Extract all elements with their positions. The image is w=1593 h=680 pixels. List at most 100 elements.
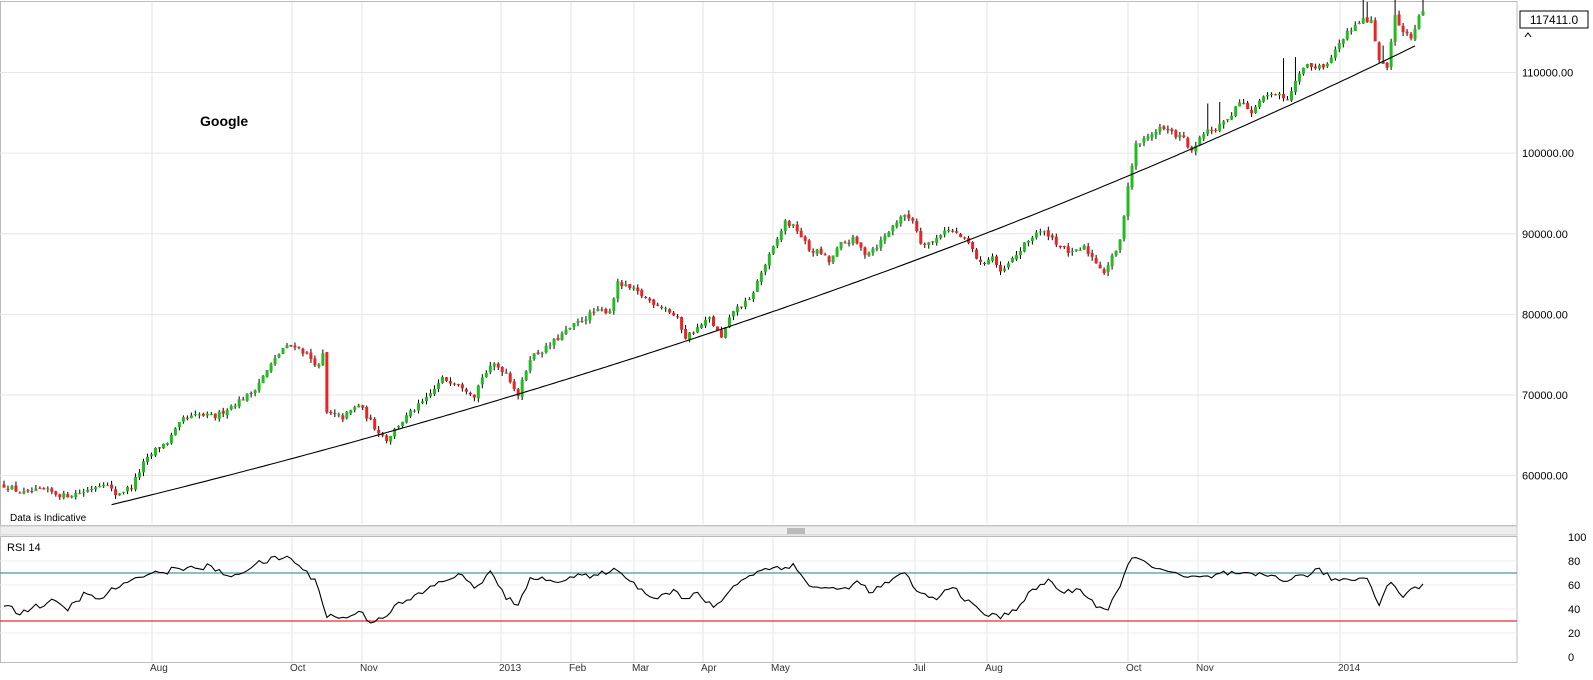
candle-up <box>835 248 839 257</box>
candle-up <box>253 390 257 393</box>
candle-up <box>899 216 903 224</box>
candle-down <box>500 366 504 373</box>
candle-down <box>18 492 22 494</box>
candle-up <box>775 238 779 246</box>
candle-down <box>915 221 919 232</box>
candle-down <box>1321 64 1325 68</box>
candle-up <box>237 399 241 407</box>
candle-up <box>261 375 265 383</box>
candle-down <box>1182 135 1186 138</box>
splitter-grip-icon[interactable] <box>787 528 805 534</box>
x-tick-label: 2013 <box>499 663 522 674</box>
candle-up <box>1353 24 1357 31</box>
candle-up <box>1194 145 1198 152</box>
candle-up <box>616 281 620 299</box>
panel-splitter[interactable] <box>0 525 1518 536</box>
candle-down <box>14 485 18 492</box>
rsi-tick-label: 40 <box>1568 604 1580 616</box>
candle-down <box>712 316 715 327</box>
candle-up <box>1118 239 1122 250</box>
candle-up <box>98 486 102 488</box>
candle-down <box>955 231 959 233</box>
candle-down <box>1174 130 1178 138</box>
x-tick-label: May <box>771 663 790 674</box>
candle-up <box>1337 43 1341 50</box>
candle-up <box>153 447 157 456</box>
candle-up <box>560 333 564 341</box>
candle-down <box>464 389 468 392</box>
candle-up <box>436 382 440 390</box>
candle-down <box>795 224 799 232</box>
candle-up <box>1206 129 1210 134</box>
candle-down <box>30 491 34 493</box>
candle-down <box>468 392 472 395</box>
candle-up <box>991 256 995 261</box>
candle-up <box>74 492 78 498</box>
candle-down <box>157 447 161 449</box>
candle-up <box>1006 263 1010 268</box>
candle-up <box>1178 134 1182 138</box>
candle-down <box>1090 253 1094 257</box>
candle-down <box>1313 66 1317 69</box>
candle-up <box>891 225 895 232</box>
candle-down <box>496 363 500 368</box>
candle-down <box>38 487 42 489</box>
candle-down <box>110 484 114 489</box>
candle-up <box>1234 106 1238 117</box>
candle-down <box>592 311 596 313</box>
candle-up <box>696 326 700 333</box>
candle-up <box>177 422 181 428</box>
candle-up <box>225 410 229 416</box>
candle-up <box>755 280 759 293</box>
candle-down <box>512 381 516 390</box>
candle-up <box>524 371 528 381</box>
x-tick-label: Aug <box>150 663 168 674</box>
candle-up <box>879 239 883 248</box>
candle-down <box>2 484 6 488</box>
candle-up <box>1349 30 1353 32</box>
candle-up <box>572 323 576 327</box>
candle-up <box>122 491 126 493</box>
candle-down <box>911 218 915 221</box>
candle-up <box>939 234 943 238</box>
candle-up <box>532 353 536 359</box>
candle-down <box>919 230 923 244</box>
candle-up <box>428 393 432 397</box>
candle-up <box>568 328 572 330</box>
candle-up <box>269 364 273 372</box>
candle-down <box>827 256 831 263</box>
candle-down <box>329 411 333 414</box>
candle-up <box>783 220 787 231</box>
candle-up <box>1222 121 1226 125</box>
candle-up <box>90 488 94 490</box>
candle-down <box>951 230 955 232</box>
candle-up <box>86 489 90 492</box>
candle-up <box>895 222 899 227</box>
candle-down <box>1409 33 1413 39</box>
candle-down <box>1170 129 1174 132</box>
candle-down <box>1401 25 1405 33</box>
candle-up <box>1030 237 1034 242</box>
candle-up <box>165 442 169 445</box>
candle-down <box>684 328 688 339</box>
candle-up <box>1142 138 1146 143</box>
rsi-tick-label: 0 <box>1568 652 1574 664</box>
candle-up <box>357 405 361 408</box>
caret-up-icon <box>1524 32 1532 38</box>
trendline <box>111 45 1416 506</box>
candle-down <box>293 345 297 348</box>
candle-down <box>1309 63 1313 67</box>
candle-down <box>959 233 963 238</box>
candle-up <box>1138 143 1142 145</box>
candle-up <box>552 338 556 346</box>
candle-down <box>715 326 719 331</box>
candle-down <box>855 236 859 244</box>
candle-down <box>676 316 680 318</box>
candle-down <box>114 489 118 496</box>
candle-down <box>313 358 317 366</box>
candle-down <box>50 488 54 492</box>
candle-up <box>106 485 110 487</box>
candle-up <box>947 230 951 232</box>
candle-up <box>779 231 783 241</box>
candle-up <box>731 311 735 317</box>
